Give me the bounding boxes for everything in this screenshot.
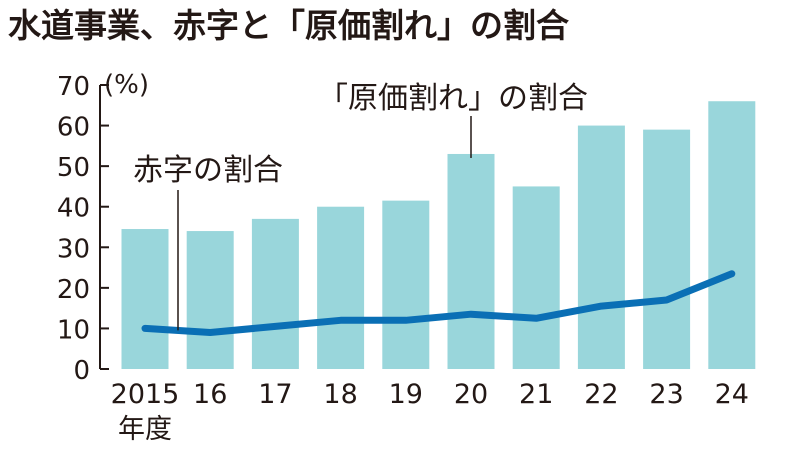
y-tick-label-0: 0 — [73, 356, 90, 386]
y-tick-label-70: 70 — [57, 72, 90, 102]
y-tick-label-20: 20 — [57, 275, 90, 305]
x-tick-label-23: 23 — [649, 379, 683, 410]
bar-23 — [643, 129, 691, 369]
x-tick-label-24: 24 — [715, 379, 749, 410]
x-tick-label-17: 17 — [258, 379, 292, 410]
y-ticks-layer: 0 10 20 30 40 50 60 70 — [57, 72, 109, 386]
bar-20 — [447, 153, 495, 369]
bar-18 — [317, 206, 365, 369]
x-tick-label-19: 19 — [389, 379, 423, 410]
bar-2015 — [121, 229, 169, 369]
bar-16 — [186, 231, 234, 369]
y-tick-label-10: 10 — [57, 315, 90, 345]
bar-17 — [251, 218, 299, 369]
x-axis-unit-label: 年度 — [118, 414, 172, 445]
bar-19 — [382, 200, 430, 369]
y-tick-label-30: 30 — [57, 234, 90, 264]
x-tick-label-2015: 2015 — [111, 379, 180, 410]
x-tick-label-18: 18 — [323, 379, 357, 410]
y-axis-unit-label: (%) — [104, 70, 149, 100]
chart-title: 水道事業、赤字と「原価割れ」の割合 — [8, 6, 569, 45]
bar-22 — [577, 125, 625, 369]
x-tick-label-21: 21 — [519, 379, 553, 410]
y-tick-label-50: 50 — [57, 153, 90, 183]
x-tick-label-16: 16 — [193, 379, 227, 410]
bars-layer — [121, 101, 756, 369]
x-labels-layer: 2015 16 17 18 19 20 21 22 23 24 — [111, 379, 749, 410]
line-layer — [141, 270, 736, 336]
y-tick-label-60: 60 — [57, 113, 90, 143]
bar-24 — [708, 101, 756, 369]
y-tick-label-40: 40 — [57, 194, 90, 224]
x-tick-label-22: 22 — [584, 379, 618, 410]
x-tick-label-20: 20 — [454, 379, 488, 410]
bar-21 — [512, 186, 560, 369]
line-series-callout-label: 赤字の割合 — [133, 153, 283, 188]
bar-series-callout-label: 「原価割れ」の割合 — [318, 81, 588, 116]
line-series-path — [141, 270, 736, 336]
